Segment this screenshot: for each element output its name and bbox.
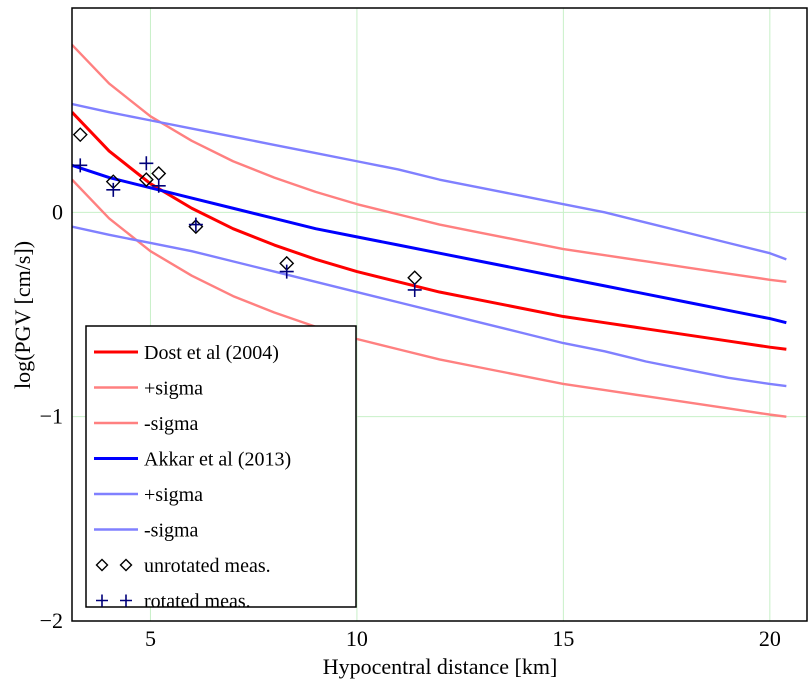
legend-label: rotated meas. bbox=[144, 591, 251, 613]
legend-diamond-marker bbox=[95, 558, 109, 572]
legend-item: Akkar et al (2013) bbox=[94, 449, 291, 471]
plus-marker bbox=[139, 156, 154, 171]
y-tick-label: −1 bbox=[40, 404, 63, 429]
legend-item: -sigma bbox=[94, 413, 199, 435]
legend: Dost et al (2004) +sigma -sigma Akkar et al… bbox=[85, 325, 357, 613]
x-tick-label: 15 bbox=[552, 626, 574, 651]
plus-marker bbox=[151, 178, 166, 193]
legend-item: Dost et al (2004) bbox=[94, 342, 279, 364]
x-axis-label: Hypocentral distance [km] bbox=[323, 654, 558, 679]
legend-label: Dost et al (2004) bbox=[144, 342, 279, 364]
x-tick-label: 5 bbox=[145, 626, 156, 651]
legend-label: +sigma bbox=[144, 484, 203, 506]
series-line bbox=[72, 43, 787, 283]
series-layer bbox=[72, 43, 787, 418]
legend-label: -sigma bbox=[144, 413, 199, 435]
y-axis-label: log(PGV [cm/s]) bbox=[10, 241, 35, 389]
series-4 bbox=[72, 102, 787, 261]
legend-diamond-marker bbox=[119, 558, 133, 572]
legend-label: +sigma bbox=[144, 378, 203, 400]
series-0 bbox=[72, 111, 787, 351]
plot-frame bbox=[71, 7, 808, 622]
plus-marker bbox=[106, 182, 121, 197]
y-tick-label: −2 bbox=[40, 608, 63, 633]
plus-marker bbox=[407, 282, 422, 297]
series-2 bbox=[72, 178, 787, 418]
diamond-marker bbox=[138, 172, 154, 188]
series-line bbox=[72, 178, 787, 418]
x-tick-label: 10 bbox=[346, 626, 368, 651]
legend-label: -sigma bbox=[144, 520, 199, 542]
tick-labels: 5 10 15 20 −2 −1 0 bbox=[40, 199, 781, 651]
series-line bbox=[72, 225, 787, 388]
legend-item: +sigma bbox=[94, 484, 203, 506]
series-7 bbox=[73, 156, 422, 297]
diamond-marker bbox=[72, 127, 88, 143]
legend-plus-marker bbox=[96, 594, 108, 607]
series-3 bbox=[72, 163, 787, 325]
legend-item: +sigma bbox=[94, 378, 203, 400]
series-line bbox=[72, 111, 787, 351]
legend-plus-marker bbox=[120, 594, 132, 607]
legend-label: Akkar et al (2013) bbox=[144, 449, 291, 471]
series-line bbox=[72, 102, 787, 261]
grid bbox=[72, 8, 807, 622]
series-line bbox=[72, 163, 787, 325]
legend-item: rotated meas. bbox=[96, 591, 251, 613]
legend-item: -sigma bbox=[94, 520, 199, 542]
plus-marker bbox=[188, 217, 203, 232]
plus-marker bbox=[73, 158, 88, 173]
series-5 bbox=[72, 225, 787, 388]
legend-item: unrotated meas. bbox=[95, 555, 271, 577]
y-tick-label: 0 bbox=[52, 199, 63, 224]
series-1 bbox=[72, 43, 787, 283]
x-tick-label: 20 bbox=[759, 626, 781, 651]
legend-label: unrotated meas. bbox=[144, 555, 271, 577]
legend-box bbox=[85, 325, 357, 608]
plus-marker bbox=[279, 264, 294, 279]
